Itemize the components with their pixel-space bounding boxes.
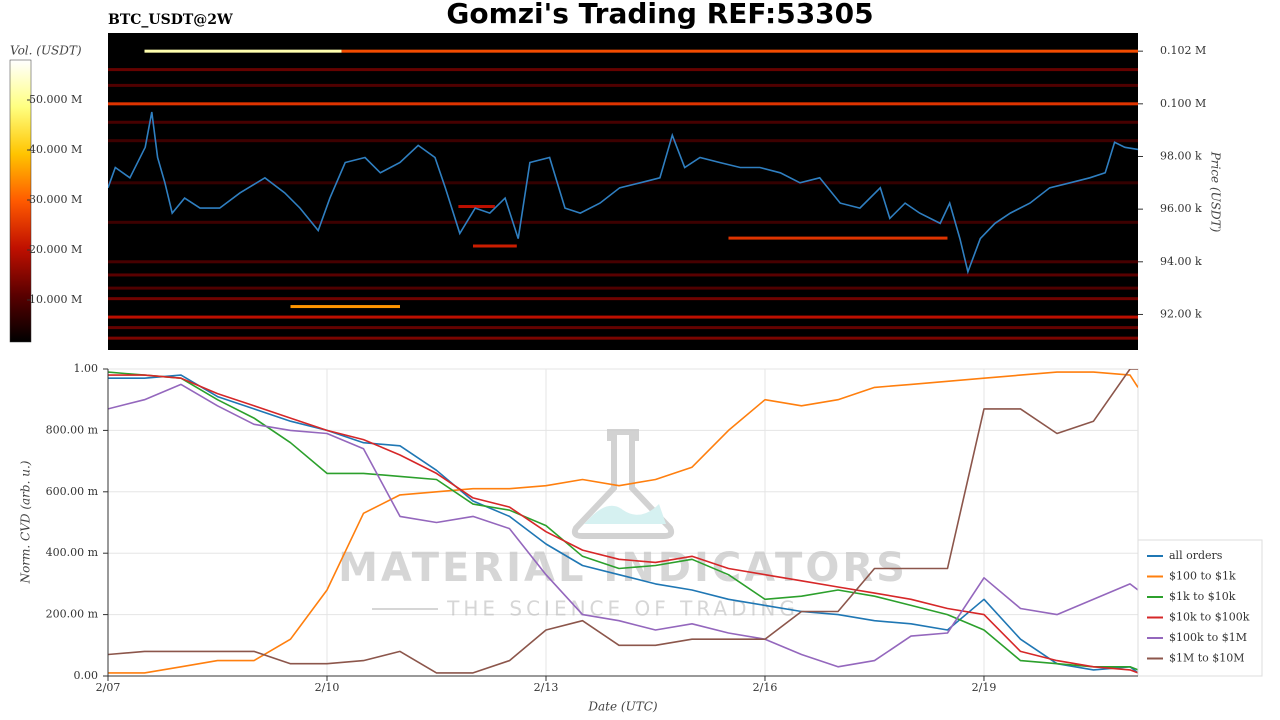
heatmap-cell	[458, 205, 495, 209]
colorbar-tick-label: 10.000 M	[29, 293, 82, 306]
legend-label: $100k to $1M	[1169, 631, 1247, 644]
colorbar-tick-label: 20.000 M	[29, 243, 82, 256]
y-tick-label: 98.00 k	[1160, 149, 1202, 162]
y-tick-label: 0.100 M	[1160, 97, 1206, 110]
watermark-liquid	[584, 504, 666, 524]
heatmap-cell	[108, 120, 1138, 124]
x-tick-label: 2/16	[753, 681, 778, 694]
legend-label: $100 to $1k	[1169, 570, 1236, 583]
heatmap-cell	[108, 297, 1138, 301]
heatmap-cell	[341, 49, 1138, 53]
legend-label: all orders	[1169, 549, 1223, 562]
y-tick-label: 600.00 m	[46, 485, 99, 498]
y-tick-label: 0.00	[74, 669, 99, 682]
colorbar-tick-label: 50.000 M	[29, 93, 82, 106]
heatmap-layer	[108, 49, 1138, 340]
chart-title: Gomzi's Trading REF:53305	[446, 0, 873, 30]
heatmap-cell	[108, 139, 1138, 143]
heatmap-cell	[108, 315, 1138, 319]
y-axis-label: Price (USDT)	[1209, 151, 1223, 233]
legend-label: $1k to $10k	[1169, 590, 1236, 603]
colorbar-tick-label: 30.000 M	[29, 193, 82, 206]
x-axis-label: Date (UTC)	[587, 700, 657, 714]
heatmap-cell	[108, 181, 1138, 185]
heatmap-cell	[108, 220, 1138, 224]
x-tick-label: 2/10	[315, 681, 340, 694]
heatmap-cell	[472, 244, 517, 248]
heatmap-cell	[108, 336, 1138, 340]
y-tick-label: 94.00 k	[1160, 255, 1202, 268]
heatmap-cell	[144, 49, 342, 53]
heatmap-cell	[108, 68, 1138, 72]
series-line	[108, 371, 1138, 674]
y-tick-label: 200.00 m	[46, 608, 99, 621]
x-tick-label: 2/07	[96, 681, 121, 694]
price-line	[108, 111, 1138, 275]
series-line	[108, 374, 1138, 674]
heatmap-cell	[108, 286, 1138, 290]
heatmap-background	[108, 33, 1138, 350]
legend	[1137, 539, 1263, 677]
chart-subtitle: BTC_USDT@2W	[108, 12, 233, 28]
series-line	[108, 383, 1138, 668]
heatmap-cell	[108, 102, 1138, 106]
watermark-flask	[571, 429, 675, 539]
y-tick-label: 1.00	[74, 362, 99, 375]
lines-layer	[108, 369, 1138, 674]
heatmap-cell	[108, 326, 1138, 330]
y-tick-label: 800.00 m	[46, 423, 99, 436]
heatmap-cell	[108, 260, 1138, 264]
colorbar-tick-label: 40.000 M	[29, 143, 82, 156]
y-tick-label: 96.00 k	[1160, 202, 1202, 215]
heatmap-cell	[108, 83, 1138, 87]
legend-label: $1M to $10M	[1169, 652, 1245, 665]
heatmap-cell	[108, 273, 1138, 277]
heatmap-cell	[290, 305, 400, 309]
y-tick-label: 400.00 m	[46, 546, 99, 559]
y-tick-label: 0.102 M	[1160, 44, 1206, 57]
colorbar-label: Vol. (USDT)	[10, 44, 82, 58]
series-line	[108, 371, 1138, 671]
x-tick-label: 2/13	[534, 681, 559, 694]
y-axis-label: Norm. CVD (arb. u.)	[19, 460, 33, 584]
legend-label: $10k to $100k	[1169, 611, 1250, 624]
x-tick-label: 2/19	[972, 681, 997, 694]
series-line	[108, 369, 1138, 674]
heatmap-cell	[728, 236, 948, 240]
y-tick-label: 92.00 k	[1160, 307, 1202, 320]
watermark-subtitle: THE SCIENCE OF TRADING	[446, 597, 799, 621]
series-line	[108, 374, 1138, 674]
colorbar	[9, 59, 32, 343]
